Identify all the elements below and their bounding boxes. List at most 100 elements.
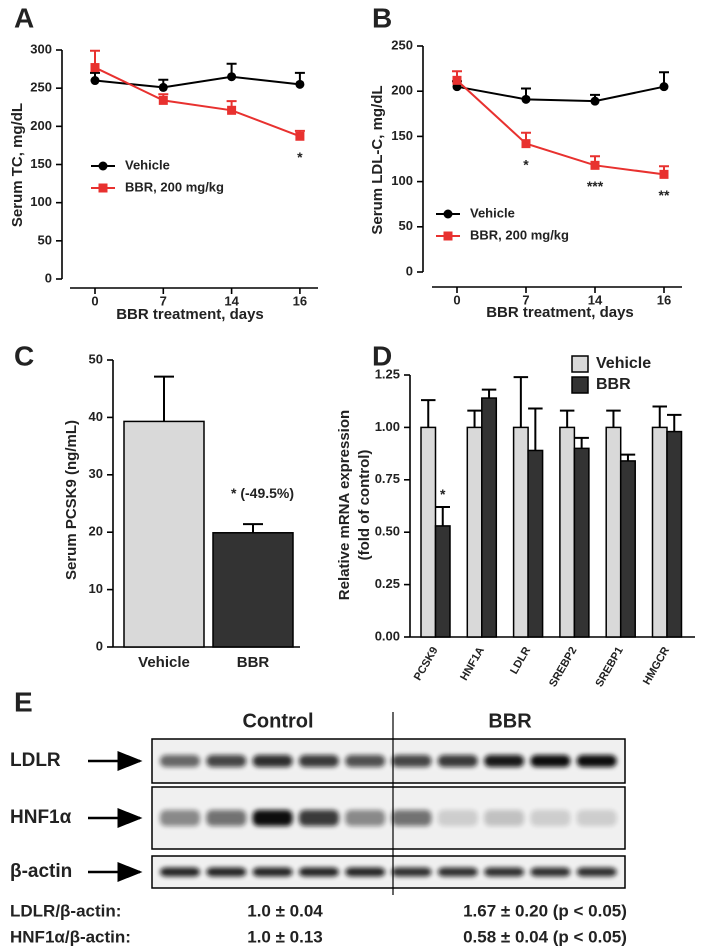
group-label: BBR — [488, 710, 532, 732]
row-label: LDLR — [10, 750, 61, 771]
x-tick-label: 14 — [588, 292, 603, 307]
series-line — [94, 66, 301, 138]
blot-band — [437, 810, 478, 826]
y-tick-label: 40 — [89, 409, 103, 424]
x-axis-label: BBR treatment, days — [486, 304, 634, 321]
blot-band — [530, 867, 571, 877]
y-tick-label: 30 — [89, 466, 103, 481]
y-tick-label: 100 — [30, 194, 52, 209]
quant-value: 1.0 ± 0.04 — [247, 901, 323, 920]
legend-swatch — [571, 355, 589, 373]
blot-band — [160, 755, 200, 767]
blot-band — [576, 810, 617, 826]
blot-band — [391, 867, 432, 877]
x-tick-label: 16 — [657, 292, 671, 307]
y-axis-label: Serum PCSK9 (ng/mL) — [63, 420, 80, 580]
panel-label: E — [14, 686, 33, 717]
error-bar — [559, 409, 575, 428]
y-tick-label: 300 — [30, 41, 52, 56]
error-bar — [513, 376, 529, 428]
bar — [512, 426, 529, 638]
x-axis-label: BBR treatment, days — [116, 306, 264, 323]
y-tick-label: 1.00 — [375, 419, 400, 434]
quant-value: 1.67 ± 0.20 (p < 0.05) — [463, 901, 627, 920]
quant-label: HNF1α/β-actin: — [10, 927, 131, 946]
legend-swatch — [571, 376, 589, 394]
bar — [481, 397, 498, 638]
error-bar — [574, 436, 589, 449]
blot-band — [530, 810, 571, 826]
x-tick-label: SREBP2 — [547, 645, 579, 689]
data-point — [295, 131, 305, 141]
error-bar — [620, 453, 636, 461]
series-line — [456, 79, 665, 176]
blot-band — [298, 867, 339, 877]
blot-band — [160, 867, 200, 877]
legend-label: Vehicle — [596, 355, 651, 372]
data-point — [295, 79, 305, 89]
error-bar — [421, 399, 436, 428]
legend-label: Vehicle — [125, 157, 170, 172]
y-tick-label: 200 — [391, 83, 413, 98]
blot-band — [160, 810, 200, 826]
x-tick-label: Vehicle — [138, 654, 190, 671]
y-tick-label: 10 — [89, 581, 103, 596]
data-point — [590, 96, 600, 106]
data-point — [227, 72, 237, 82]
legend-marker — [443, 209, 453, 219]
error-bar — [481, 388, 497, 399]
series-line — [456, 85, 665, 103]
error-bar — [435, 506, 450, 526]
error-bar — [652, 405, 667, 428]
blot-band — [484, 867, 525, 877]
blot-band — [345, 810, 386, 826]
x-tick-label: 14 — [224, 293, 239, 308]
y-tick-label: 100 — [391, 173, 413, 188]
y-tick-label: 50 — [38, 232, 52, 247]
panel-label: D — [372, 340, 392, 371]
y-tick-label: 0.00 — [375, 628, 400, 643]
blot-band — [206, 755, 247, 767]
row-label: HNF1α — [10, 807, 72, 828]
data-point — [659, 169, 669, 179]
row-label: β-actin — [10, 861, 72, 882]
x-tick-label: SREBP1 — [593, 645, 625, 689]
blot-band — [298, 810, 339, 826]
data-point — [521, 139, 531, 149]
legend-label: Vehicle — [470, 205, 515, 220]
y-tick-label: 0 — [96, 638, 103, 653]
data-point — [158, 82, 168, 92]
error-bar — [528, 407, 543, 451]
y-tick-label: 0.50 — [375, 524, 400, 539]
error-bar — [243, 523, 263, 533]
bar — [573, 447, 590, 638]
panel-label: B — [372, 2, 392, 33]
y-tick-label: 50 — [399, 218, 413, 233]
annotation: * — [440, 486, 446, 502]
y-axis-label: Serum LDL-C, mg/dL — [369, 85, 386, 234]
quant-label: LDLR/β-actin: — [10, 901, 121, 920]
blot-band — [206, 810, 247, 826]
blot-band — [298, 755, 339, 767]
legend-label: BBR, 200 mg/kg — [125, 179, 224, 194]
bar — [559, 426, 576, 638]
y-tick-label: 200 — [30, 118, 52, 133]
annotation: ** — [659, 187, 670, 203]
legend-marker — [98, 183, 108, 193]
blot-band — [484, 755, 525, 767]
blot-band — [576, 867, 617, 877]
y-axis-label: Relative mRNA expression — [336, 410, 353, 600]
annotation: *** — [587, 178, 604, 194]
x-tick-label: 0 — [91, 293, 98, 308]
blot-band — [530, 755, 571, 767]
blot-band — [345, 867, 386, 877]
data-point — [158, 95, 168, 105]
y-tick-label: 0.25 — [375, 576, 400, 591]
bar — [651, 426, 668, 638]
blot-band — [252, 867, 293, 877]
bar — [666, 430, 683, 638]
annotation: * — [297, 149, 303, 165]
quant-value: 0.58 ± 0.04 (p < 0.05) — [463, 927, 627, 946]
blot-band — [437, 755, 478, 767]
bar — [527, 449, 544, 638]
